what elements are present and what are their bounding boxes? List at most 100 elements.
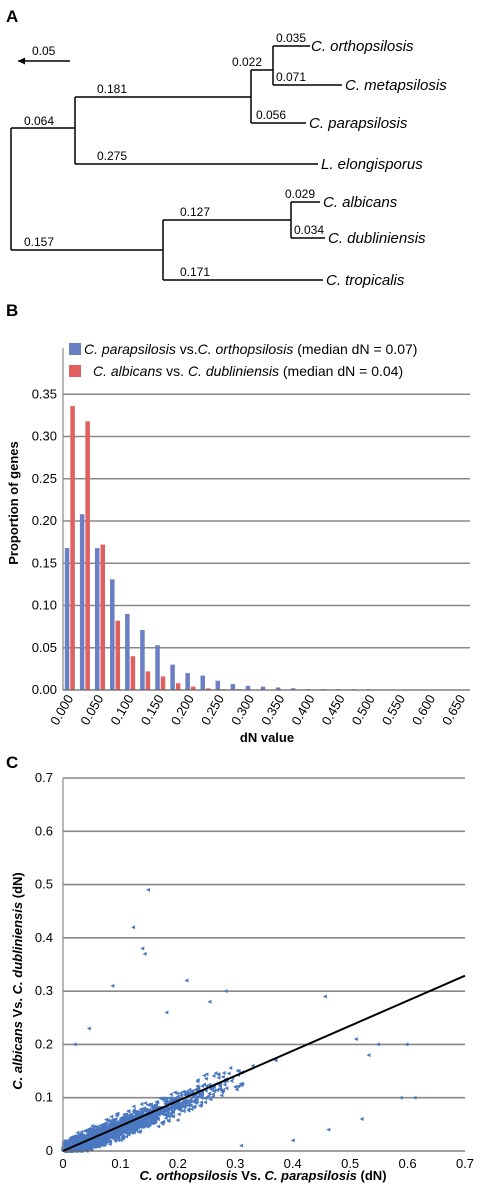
scatter-point (88, 1130, 93, 1135)
histogram-x-ticks: 0.000 0.050 0.100 0.150 0.200 0.250 0.300 0.350… (47, 692, 468, 728)
scatter-x-tick-label: 0 (59, 1156, 66, 1171)
scatter-point (222, 1082, 227, 1087)
scatter-point (221, 1071, 226, 1075)
scatter-point (171, 1106, 176, 1111)
histogram-bar-series-1 (64, 548, 70, 690)
histogram-bar-series-2 (70, 406, 75, 690)
scatter-gridlines (63, 777, 465, 1099)
scatter-point (198, 1100, 203, 1105)
scatter-point (190, 1089, 195, 1094)
scatter-point (99, 1128, 104, 1133)
scatter-point (86, 1141, 91, 1146)
scatter-point (142, 951, 147, 956)
scatter-point (149, 1112, 154, 1117)
scatter-y-tick-label: 0.7 (35, 770, 53, 785)
scatter-point (193, 1087, 198, 1092)
scatter-point (168, 1098, 173, 1103)
scatter-point (181, 1109, 186, 1114)
histogram-y-tick-label: 0.05 (32, 640, 57, 655)
scatter-point (136, 1118, 141, 1123)
histogram-bar-series-1 (110, 579, 115, 690)
scatter-point (90, 1124, 95, 1129)
scatter-point (104, 1120, 109, 1125)
scatter-x-title-italic-2: C. parapsilosis (264, 1168, 356, 1183)
scatter-point (239, 1083, 244, 1088)
histogram-y-axis-title: Proportion of genes (6, 441, 21, 565)
scatter-point (125, 1123, 130, 1128)
legend-1-italic-1: C. parapsilosis (84, 341, 176, 357)
scatter-point (273, 1058, 278, 1063)
histogram-x-tick-label: 0.300 (228, 692, 257, 728)
scatter-point (210, 1094, 215, 1099)
scatter-point (165, 1112, 170, 1117)
scatter-point (120, 1136, 125, 1141)
histogram-x-tick-label: 0.500 (349, 692, 378, 728)
histogram-bar-series-2 (130, 656, 136, 690)
scatter-point (168, 1107, 173, 1112)
scatter-point (326, 1127, 331, 1132)
histogram-y-tick-label: 0.10 (32, 598, 57, 613)
legend-entry-parapsilosis: C. parapsilosis vs.C. orthopsilosis (med… (84, 341, 417, 357)
scatter-point (375, 1042, 380, 1047)
scatter-point (109, 1118, 114, 1123)
histogram-legend: C. parapsilosis vs.C. orthopsilosis (med… (69, 341, 417, 379)
scatter-point (152, 1120, 157, 1125)
scatter-point (166, 1118, 171, 1123)
scatter-point (139, 1102, 144, 1107)
branch-label-parapsilosis: 0.056 (256, 108, 286, 122)
scatter-x-tick-label: 0.6 (399, 1156, 417, 1171)
branch-label-albicans: 0.029 (285, 187, 315, 201)
panel-label-a: A (6, 7, 18, 26)
scatter-point (109, 1114, 114, 1119)
scatter-point (122, 1130, 127, 1135)
scatter-point (196, 1085, 201, 1090)
scatter-point (113, 1138, 118, 1143)
scatter-point (95, 1128, 100, 1133)
histogram-bar-series-1 (245, 685, 251, 690)
scatter-point (122, 1112, 127, 1117)
scatter-point (78, 1147, 83, 1152)
scatter-point (290, 1138, 295, 1143)
scatter-point (224, 1086, 229, 1091)
scatter-point (86, 1026, 91, 1031)
taxon-parapsilosis: C. parapsilosis (309, 115, 408, 132)
histogram-y-tick-label: 0.35 (32, 386, 57, 401)
histogram-y-tick-label: 0.25 (32, 471, 57, 486)
scatter-point (186, 1107, 191, 1112)
branch-label-orth-meta: 0.022 (232, 55, 262, 69)
histogram-bar-series-1 (185, 673, 190, 690)
scatter-point (158, 1096, 163, 1101)
scatter-point (223, 989, 228, 994)
scatter-point (200, 1084, 205, 1089)
scatter-point (131, 1124, 136, 1129)
scatter-point (154, 1115, 159, 1120)
histogram-bar-series-1 (290, 688, 296, 690)
scatter-point (168, 1111, 173, 1116)
scatter-point (122, 1116, 127, 1121)
scatter-point (98, 1126, 103, 1131)
scatter-point (188, 1097, 193, 1102)
scatter-point (228, 1065, 233, 1070)
histogram-y-tick-label: 0.30 (32, 429, 57, 444)
scatter-point (174, 1091, 179, 1096)
histogram-bar-series-1 (125, 613, 130, 690)
scatter-point (131, 1108, 136, 1113)
scatter-point (177, 1107, 182, 1112)
scatter-point (87, 1126, 92, 1131)
scatter-point (166, 1114, 171, 1119)
scatter-y-tick-label: 0.3 (35, 983, 53, 998)
scatter-point (74, 1138, 79, 1143)
scatter-point (153, 1112, 158, 1117)
scatter-point (412, 1095, 417, 1100)
scatter-point (115, 1134, 120, 1139)
scatter-point (82, 1143, 87, 1148)
histogram-bar-series-2 (115, 620, 121, 690)
histogram-x-tick-label: 0.150 (138, 692, 167, 728)
scatter-point (134, 1124, 139, 1129)
scatter-point (85, 1132, 90, 1137)
scatter-point (139, 1109, 144, 1114)
scatter-point (144, 1122, 149, 1127)
scatter-point (145, 1102, 150, 1107)
scatter-point (108, 1133, 113, 1138)
taxon-tropicalis: C. tropicalis (326, 272, 405, 289)
